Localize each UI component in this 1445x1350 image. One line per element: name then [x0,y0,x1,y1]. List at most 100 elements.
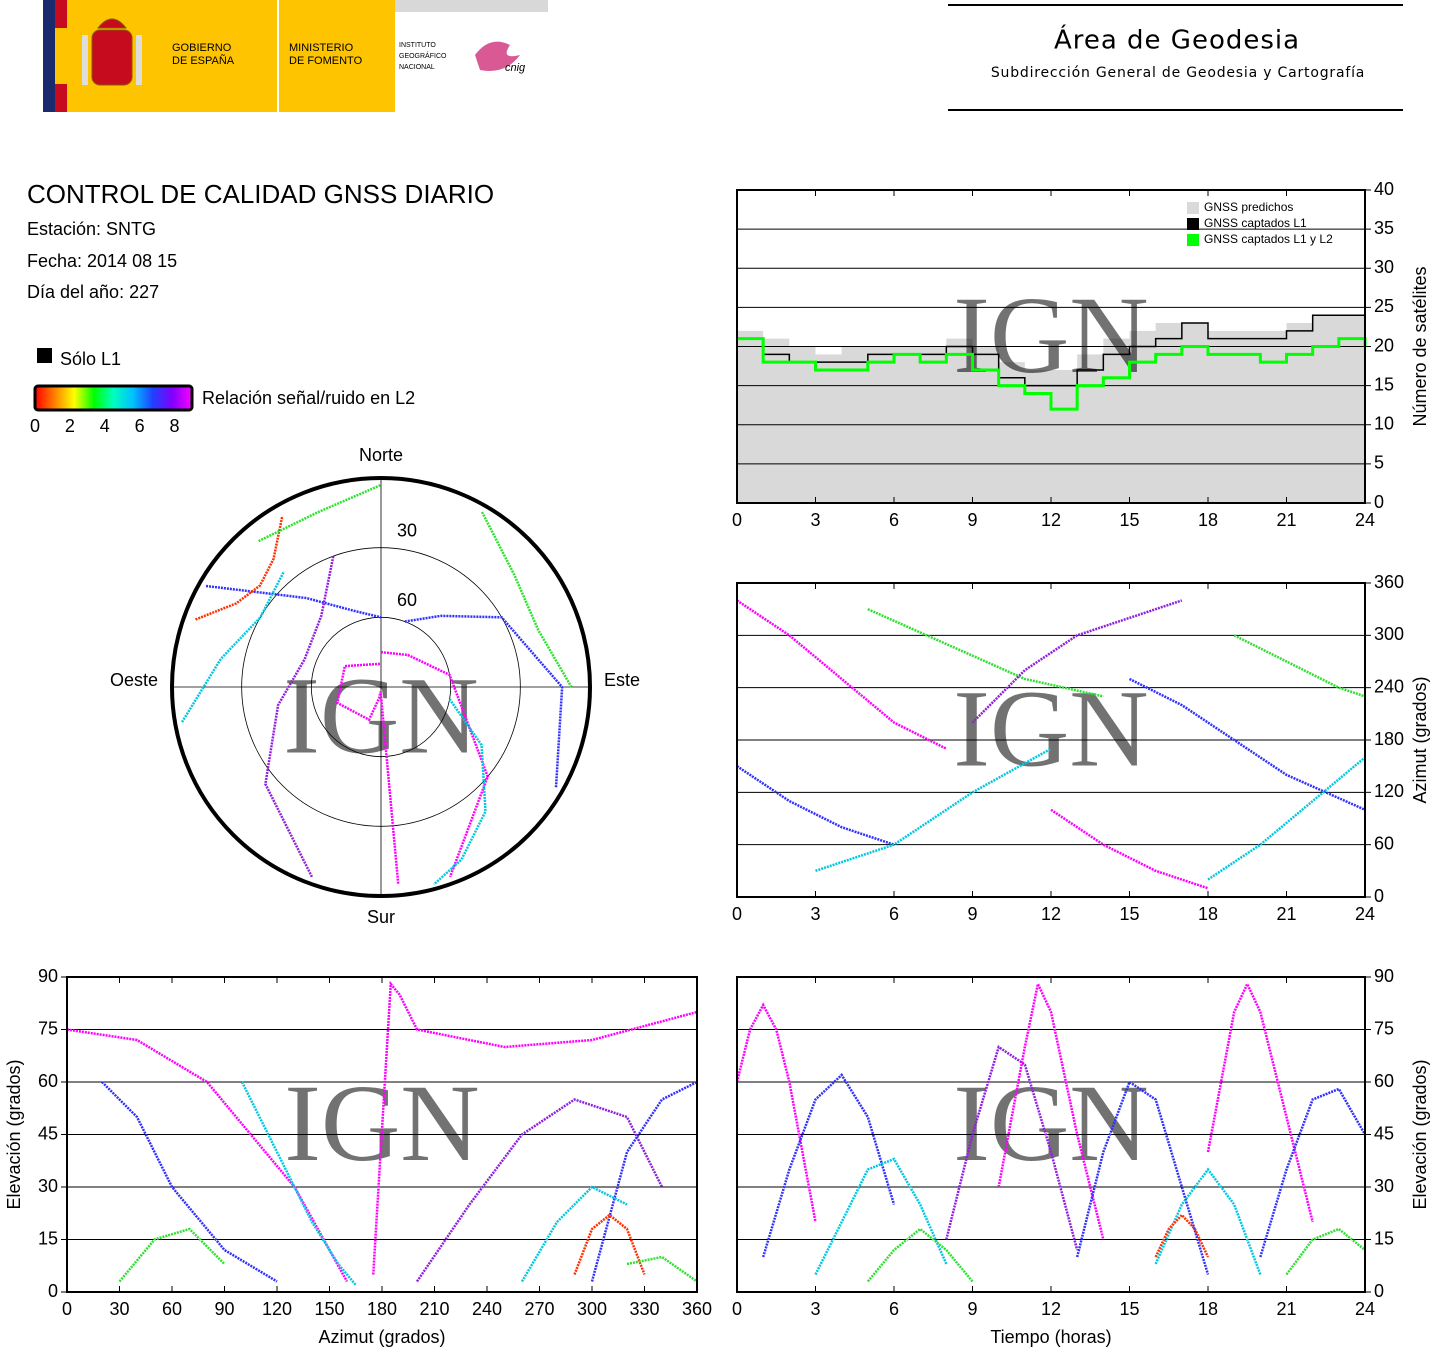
direction-label: Oeste [110,670,158,690]
x-tick-label: 15 [1119,510,1139,530]
x-tick-label: 21 [1276,904,1296,924]
x-tick-label: 9 [967,1299,977,1319]
day-of-year: Día del año: 227 [27,282,159,302]
y-tick-label: 0 [1374,492,1384,512]
watermark: IGN [953,274,1149,396]
track [415,1098,664,1283]
colorbar-tick-label: 8 [170,416,180,436]
track [735,1002,817,1223]
y-tick-label: 180 [1374,729,1404,749]
track [1128,677,1366,811]
track [66,1028,349,1283]
x-tick-label: 3 [810,904,820,924]
x-tick-label: 3 [810,510,820,530]
x-axis-label: Azimut (grados) [318,1327,445,1347]
track [867,608,1104,698]
y-tick-label: 15 [1374,1228,1394,1248]
track [1233,634,1366,698]
track [101,1081,278,1283]
x-tick-label: 0 [732,510,742,530]
y-tick-label: 90 [38,966,58,986]
colorbar-tick-label: 0 [30,416,40,436]
y-tick-label: 240 [1374,676,1404,696]
watermark: IGN [284,1062,480,1184]
track [118,1227,226,1283]
gov-text: GOBIERNO [172,42,232,54]
x-tick-label: 6 [889,904,899,924]
x-tick-label: 24 [1355,904,1375,924]
x-axis-label: Tiempo (horas) [990,1327,1111,1347]
legend-label: GNSS captados L1 y L2 [1204,232,1333,246]
station: Estación: SNTG [27,219,156,239]
x-tick-label: 30 [109,1299,129,1319]
legend-label: Relación señal/ruido en L2 [202,388,415,408]
x-tick-label: 360 [682,1299,712,1319]
date: Fecha: 2014 08 15 [27,251,177,271]
y-tick-label: 60 [1374,833,1394,853]
y-tick-label: 15 [38,1228,58,1248]
track [1285,1227,1366,1276]
x-tick-label: 210 [419,1299,449,1319]
x-tick-label: 90 [214,1299,234,1319]
x-tick-label: 240 [472,1299,502,1319]
ministry-text: DE FOMENTO [289,55,363,67]
y-axis-label: Elevación (grados) [4,1059,24,1209]
legend-label: Sólo L1 [60,349,121,369]
y-tick-label: 0 [48,1281,58,1301]
crown [96,18,128,29]
track [1154,1213,1210,1258]
track [971,599,1183,724]
y-axis-label: Azimut (grados) [1410,676,1430,803]
plot-frame [736,582,1366,898]
track [433,698,487,886]
track [590,1080,698,1282]
colorbar-tick-label: 6 [135,416,145,436]
x-tick-label: 9 [967,510,977,530]
institute-text: GEOGRÁFICO [399,51,447,60]
y-tick-label: 0 [1374,886,1384,906]
x-tick-label: 60 [162,1299,182,1319]
y-tick-label: 75 [1374,1018,1394,1038]
ring-label: 60 [397,590,417,610]
coat-column [82,35,88,85]
plot-frame [736,189,1366,504]
track [180,570,286,723]
x-tick-label: 6 [889,510,899,530]
y-tick-label: 40 [1374,179,1394,199]
x-tick-label: 150 [314,1299,344,1319]
track [626,1255,698,1283]
x-tick-label: 0 [732,1299,742,1319]
y-tick-label: 0 [1374,1281,1384,1301]
track [205,584,382,619]
legend-swatch [1187,234,1199,246]
track [815,747,1052,873]
coat-of-arms [91,29,133,86]
track [1259,1087,1367,1258]
track [520,1185,628,1283]
track [1207,756,1366,881]
direction-label: Este [604,670,640,690]
y-tick-label: 10 [1374,414,1394,434]
x-tick-label: 12 [1041,904,1061,924]
step-line [737,337,1367,411]
y-tick-label: 45 [1374,1123,1394,1143]
x-tick-label: 300 [577,1299,607,1319]
track [372,980,698,1275]
legend-swatch [37,348,52,363]
y-tick-label: 60 [1374,1071,1394,1091]
track [195,515,284,621]
track [1206,981,1314,1223]
x-tick-label: 330 [629,1299,659,1319]
x-tick-label: 15 [1119,904,1139,924]
ring-label: 30 [397,520,417,540]
x-tick-label: 180 [367,1299,397,1319]
institute-text: NACIONAL [399,64,435,71]
y-tick-label: 35 [1374,218,1394,238]
plot-frame [170,476,592,898]
x-tick-label: 270 [524,1299,554,1319]
cnig-logo [475,41,520,71]
y-tick-label: 15 [1374,374,1394,394]
direction-label: Sur [367,907,395,927]
y-tick-label: 30 [1374,1176,1394,1196]
